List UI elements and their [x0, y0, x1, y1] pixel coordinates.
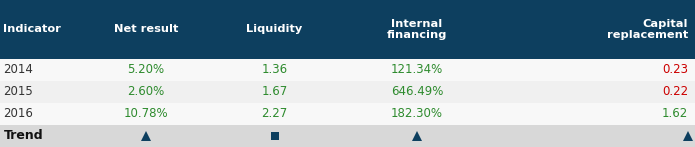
Text: 1.67: 1.67 — [261, 85, 288, 98]
Text: 2014: 2014 — [3, 63, 33, 76]
Text: Trend: Trend — [3, 130, 43, 142]
Bar — [0, 59, 695, 81]
Bar — [0, 0, 695, 59]
Text: 1.36: 1.36 — [261, 63, 288, 76]
Text: 2016: 2016 — [3, 107, 33, 120]
Text: 0.22: 0.22 — [662, 85, 688, 98]
Text: Liquidity: Liquidity — [247, 24, 302, 34]
Text: Internal
financing: Internal financing — [387, 19, 447, 40]
Text: 5.20%: 5.20% — [127, 63, 165, 76]
Text: 182.30%: 182.30% — [391, 107, 443, 120]
Text: 646.49%: 646.49% — [391, 85, 443, 98]
Bar — [0, 125, 695, 147]
Text: 1.62: 1.62 — [662, 107, 688, 120]
Text: 10.78%: 10.78% — [124, 107, 168, 120]
Text: 2.60%: 2.60% — [127, 85, 165, 98]
Bar — [0, 103, 695, 125]
Text: 2.27: 2.27 — [261, 107, 288, 120]
Text: Net result: Net result — [114, 24, 178, 34]
Text: 0.23: 0.23 — [662, 63, 688, 76]
Text: 2015: 2015 — [3, 85, 33, 98]
Text: Indicator: Indicator — [3, 24, 61, 34]
Text: 121.34%: 121.34% — [391, 63, 443, 76]
Text: Capital
replacement: Capital replacement — [607, 19, 688, 40]
Bar — [0, 81, 695, 103]
